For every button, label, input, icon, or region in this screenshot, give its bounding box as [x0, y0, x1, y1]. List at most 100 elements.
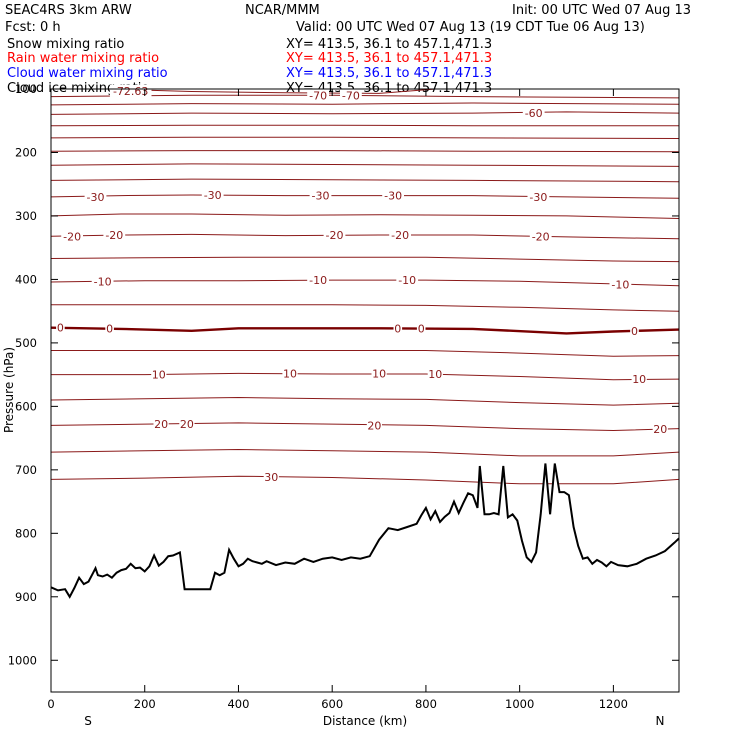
contour-label: -70: [342, 89, 360, 102]
contour-label-bg: [153, 418, 169, 431]
contour-label: 10: [632, 373, 646, 386]
contour-line: [50, 475, 680, 485]
contour-label-bg: [609, 278, 632, 291]
contour-label-layer: -72.63 -70 -70 -60 -30 -30 -30 -30 -30 -20 -20 -20 -…: [56, 84, 668, 484]
contour-label: -30: [87, 191, 105, 204]
field-name-snow: Snow mixing ratio: [7, 37, 124, 52]
x-tick-label: 800: [415, 697, 437, 711]
contour-label-bg: [91, 275, 114, 288]
contour-label-bg: [427, 368, 443, 380]
contour-label: -20: [63, 230, 81, 243]
contour-label: 10: [428, 368, 442, 381]
contour-line: [50, 256, 680, 263]
contour-label: 0: [631, 325, 638, 338]
contour-line: [51, 372, 680, 381]
contour-line: [50, 213, 680, 219]
source-label: NCAR/MMM: [245, 3, 320, 18]
terrain-layer: [50, 463, 680, 692]
contour-label: 10: [283, 367, 297, 380]
forecast-hour: Fcst: 0 h: [5, 20, 61, 35]
contour-label-bg: [109, 84, 152, 97]
contour-label-bg: [366, 419, 382, 432]
contour-label-bg: [103, 229, 126, 241]
contour-label-bg: [382, 189, 404, 202]
contour-label: -30: [529, 191, 547, 204]
contour-line: [50, 111, 680, 115]
contour-line: [50, 163, 680, 167]
contour-label-bg: [371, 367, 387, 380]
contour-label: 10: [372, 367, 386, 380]
x-axis-south-label: S: [84, 714, 92, 728]
contour-line: [50, 178, 680, 183]
y-axis-label: Pressure (hPa): [2, 347, 16, 433]
contour-label-bg: [307, 89, 329, 102]
contour-label: 20: [367, 419, 381, 432]
model-title: SEAC4RS 3km ARW: [5, 3, 132, 18]
y-tick-label: 600: [15, 399, 37, 413]
contour-label-bg: [529, 230, 552, 243]
contour-label-bg: [56, 321, 65, 334]
contour-label: 0: [57, 322, 64, 335]
contour-label-bg: [151, 368, 167, 381]
contour-label: 20: [653, 423, 667, 436]
x-tick-label: 1000: [505, 697, 534, 711]
contour-layer: [50, 88, 680, 485]
y-tick-label: 1000: [8, 653, 37, 667]
contour-line: [50, 448, 680, 457]
contour-line: [107, 88, 436, 94]
x-tick-label: 200: [134, 697, 156, 711]
contour-label: -60: [525, 107, 543, 120]
contour-label-bg: [416, 322, 426, 335]
field-xy-cloud-water: XY= 413.5, 36.1 to 457.1,471.3: [286, 66, 492, 81]
contour-label: -10: [94, 275, 112, 288]
contour-label: -30: [384, 190, 402, 203]
valid-time: Valid: 00 UTC Wed 07 Aug 13 (19 CDT Tue …: [296, 20, 645, 35]
plot-frame: [50, 88, 680, 693]
field-name-rain: Rain water mixing ratio: [7, 51, 159, 66]
x-tick-label: 400: [227, 697, 249, 711]
y-tick-label: 100: [15, 82, 37, 96]
contour-label: 20: [180, 418, 194, 431]
contour-line: [50, 150, 680, 153]
y-tick-label: 200: [15, 145, 37, 159]
contour-label: -20: [326, 229, 344, 242]
contour-label: -20: [532, 230, 550, 243]
contour-line: [51, 350, 680, 357]
contour-label: 30: [264, 471, 278, 484]
contour-label-bg: [309, 189, 332, 202]
terrain-mask: [51, 463, 679, 692]
contour-label-bg: [393, 322, 403, 335]
y-tick-label: 800: [15, 526, 37, 540]
contour-label: 10: [152, 369, 166, 382]
contour-label: -30: [204, 189, 222, 202]
contour-label-bg: [84, 190, 107, 203]
x-axis-label: Distance (km): [323, 714, 407, 728]
x-tick-label: 0: [47, 697, 54, 711]
contour-label-bg: [323, 229, 346, 241]
contour-label-bg: [630, 324, 639, 337]
contour-label-bg: [201, 189, 224, 201]
init-time: Init: 00 UTC Wed 07 Aug 13: [512, 3, 691, 18]
contour-label-bg: [179, 418, 195, 431]
x-tick-label: 1200: [599, 697, 628, 711]
contour-label: -72.63: [113, 85, 148, 98]
y-tick-label: 500: [15, 336, 37, 350]
field-xy-snow: XY= 413.5, 36.1 to 457.1,471.3: [286, 37, 492, 52]
contour-label: -30: [312, 190, 330, 203]
contour-line: [50, 326, 680, 335]
field-xy-rain: XY= 413.5, 36.1 to 457.1,471.3: [286, 51, 492, 66]
contour-label: 20: [154, 418, 168, 431]
contour-label: -10: [398, 274, 416, 287]
contour-line: [50, 396, 680, 406]
contour-line: [50, 233, 680, 240]
contour-label-bg: [527, 190, 550, 203]
terrain-line: [50, 463, 680, 599]
contour-label-bg: [631, 373, 647, 386]
contour-label: 0: [394, 322, 401, 335]
contour-label-bg: [282, 367, 298, 380]
contour-label: -20: [391, 229, 409, 242]
contour-label-bg: [307, 274, 329, 287]
contour-label: 0: [106, 322, 113, 335]
contour-label-bg: [61, 230, 83, 243]
